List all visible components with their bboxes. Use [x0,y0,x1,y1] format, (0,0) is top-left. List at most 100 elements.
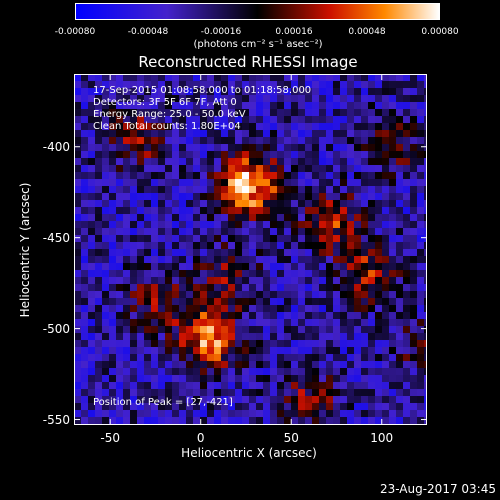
heatmap-cell [172,172,179,179]
heatmap-cell [291,347,298,354]
heatmap-cell [305,319,312,326]
heatmap-cell [417,382,424,389]
heatmap-cell [186,340,193,347]
heatmap-cell [144,389,151,396]
heatmap-cell [326,340,333,347]
heatmap-cell [424,214,427,221]
heatmap-cell [361,298,368,305]
heatmap-cell [235,74,242,81]
heatmap-cell [410,354,417,361]
heatmap-cell [354,410,361,417]
heatmap-cell [186,326,193,333]
heatmap-cell [193,123,200,130]
heatmap-cell [165,368,172,375]
heatmap-cell [207,123,214,130]
heatmap-cell [95,340,102,347]
heatmap-cell [102,354,109,361]
heatmap-cell [102,340,109,347]
heatmap-cell [228,375,235,382]
heatmap-cell [144,172,151,179]
heatmap-cell [151,81,158,88]
heatmap-cell [291,186,298,193]
heatmap-cell [193,221,200,228]
heatmap-cell [74,221,81,228]
heatmap-cell [109,123,116,130]
heatmap-cell [319,333,326,340]
heatmap-cell [200,410,207,417]
heatmap-cell [382,186,389,193]
heatmap-cell [221,382,228,389]
heatmap-cell [340,88,347,95]
heatmap-cell [95,403,102,410]
heatmap-cell [95,123,102,130]
heatmap-cell [116,137,123,144]
heatmap-cell [144,340,151,347]
heatmap-cell [130,403,137,410]
heatmap-cell [347,116,354,123]
heatmap-cell [256,319,263,326]
heatmap-cell [95,305,102,312]
heatmap-cell [214,263,221,270]
heatmap-cell [333,305,340,312]
heatmap-cell [130,228,137,235]
heatmap-cell [277,375,284,382]
heatmap-cell [305,410,312,417]
heatmap-cell [74,347,81,354]
heatmap-cell [158,207,165,214]
heatmap-cell [137,326,144,333]
heatmap-cell [375,186,382,193]
heatmap-cell [179,151,186,158]
heatmap-cell [144,109,151,116]
x-tick-label: 50 [283,431,299,445]
heatmap-cell [158,200,165,207]
heatmap-cell [361,277,368,284]
heatmap-cell [368,130,375,137]
heatmap-cell [228,333,235,340]
heatmap-cell [326,151,333,158]
heatmap-cell [109,361,116,368]
heatmap-cell [193,368,200,375]
heatmap-cell [389,137,396,144]
heatmap-cell [284,326,291,333]
heatmap-cell [389,109,396,116]
heatmap-cell [375,95,382,102]
heatmap-cell [172,74,179,81]
heatmap-cell [74,88,81,95]
heatmap-cell [158,368,165,375]
heatmap-cell [361,263,368,270]
heatmap-cell [88,403,95,410]
heatmap-cell [123,207,130,214]
heatmap-cell [137,88,144,95]
heatmap-cell [81,130,88,137]
heatmap-cell [242,165,249,172]
heatmap-cell [207,144,214,151]
heatmap-cell [298,95,305,102]
heatmap-cell [354,130,361,137]
heatmap-cell [200,193,207,200]
heatmap-cell [319,228,326,235]
heatmap-cell [193,165,200,172]
heatmap-cell [396,151,403,158]
heatmap-cell [319,417,326,424]
heatmap-cell [221,298,228,305]
heatmap-cell [214,284,221,291]
heatmap-cell [95,242,102,249]
heatmap-cell [228,151,235,158]
heatmap-cell [312,81,319,88]
heatmap-cell [235,263,242,270]
heatmap-cell [249,298,256,305]
heatmap-cell [228,263,235,270]
heatmap-cell [270,130,277,137]
heatmap-cell [354,116,361,123]
heatmap-cell [270,123,277,130]
heatmap-cell [116,298,123,305]
heatmap-cell [235,179,242,186]
heatmap-cell [319,179,326,186]
heatmap-cell [403,410,410,417]
heatmap-cell [326,403,333,410]
heatmap-cell [109,382,116,389]
heatmap-cell [354,277,361,284]
heatmap-cell [102,95,109,102]
heatmap-cell [256,172,263,179]
heatmap-cell [396,165,403,172]
